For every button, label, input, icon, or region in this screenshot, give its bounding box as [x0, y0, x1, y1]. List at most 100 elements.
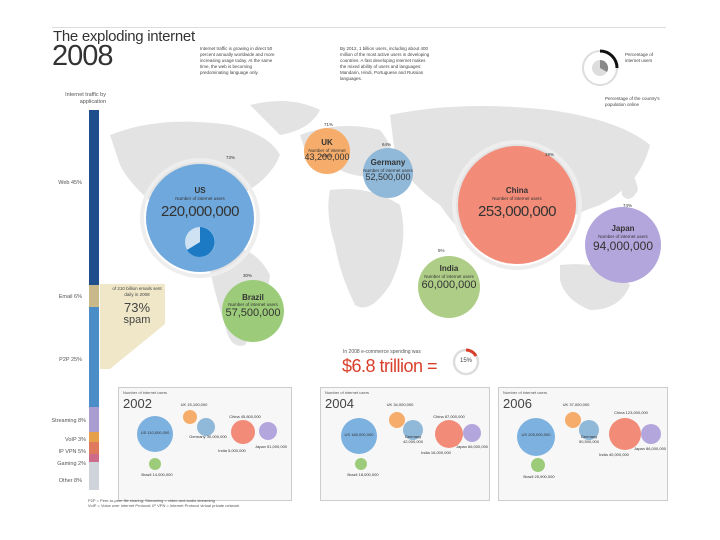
mini-label: India 16,000,000 — [421, 450, 451, 455]
mini-japan-2004 — [463, 424, 481, 442]
sidebar-label-streaming: Streaming 8% — [51, 418, 86, 424]
sidebar-label-email: Email 6% — [58, 294, 82, 300]
uk-sub: Number of internet users — [308, 148, 346, 158]
history-year: 2002 — [123, 396, 152, 411]
sidebar-label-p2p: P2P 25% — [59, 357, 82, 363]
germany-value: 52,500,000 — [365, 172, 411, 182]
japan-sub: Number of internet users — [598, 234, 648, 239]
segment-email — [89, 285, 99, 307]
sidebar-label-other: Other 8% — [58, 478, 82, 484]
uk-bubble — [304, 128, 350, 174]
sidebar-label-web: Web 45% — [58, 180, 82, 186]
legend-label-users: Percentage of internet users — [625, 52, 654, 63]
mini-uk-2006 — [565, 412, 581, 428]
sidebar-label-gaming: Gaming 2% — [57, 461, 86, 467]
mini-label: Brazil 18,000,000 — [347, 472, 379, 477]
page-title: The exploding internet — [53, 28, 195, 45]
japan-name: Japan — [611, 224, 635, 233]
page-year: 2008 — [52, 40, 114, 72]
germany-bubble — [363, 148, 413, 198]
mini-label: Japan 51,000,000 — [254, 444, 288, 449]
china-name: China — [505, 186, 529, 195]
india-value: 60,000,000 — [421, 279, 477, 291]
us-sub: Number of internet users — [175, 196, 225, 201]
mini-label: US 110,000,000 — [140, 430, 170, 435]
mini-germany-2004 — [403, 420, 423, 440]
mini-label: China 87,000,000 — [433, 414, 465, 419]
us-value: 220,000,000 — [161, 203, 239, 220]
history-panel-2004: Number of internet users 2004 US 185,000… — [320, 387, 490, 501]
japan-bubble — [585, 207, 661, 283]
segment-streaming — [89, 407, 99, 432]
history-cap: Number of internet users — [123, 390, 168, 395]
mini-label: Germany 42,000,000 — [402, 434, 424, 444]
footnote: P2P = Peer-to-peer file sharing; Streami… — [88, 498, 239, 508]
commerce-note: In 2008 e-commerce spending was — [343, 349, 421, 355]
mini-china-2004 — [435, 420, 463, 448]
germany-name: Germany — [370, 158, 406, 167]
traffic-stacked-bar — [89, 110, 99, 490]
mini-uk-2004 — [389, 412, 405, 428]
intro-blurb: Internet traffic is growing in direct 50… — [200, 46, 275, 75]
mini-germany-2006 — [579, 420, 599, 440]
uk-name: UK — [321, 138, 333, 147]
mini-japan-2002 — [259, 422, 277, 440]
segment-web — [89, 110, 99, 285]
legend-label-population: Percentage of the country's population o… — [605, 96, 660, 107]
sidebar-label-voip: VoIP 3% — [65, 437, 86, 443]
mini-brazil-2006 — [531, 458, 545, 472]
mini-label: China 123,000,000 — [614, 410, 648, 415]
mini-label: Germany 50,500,000 — [578, 434, 600, 444]
history-year: 2006 — [503, 396, 532, 411]
intro-blurb-2: By 2012, 1 billion users, including abou… — [340, 46, 430, 81]
mini-brazil-2004 — [355, 458, 367, 470]
sidebar-title: Internet traffic by application — [65, 92, 106, 105]
commerce-share: 15% — [459, 358, 472, 364]
history-year: 2004 — [325, 396, 354, 411]
mini-label: Brazil 14,000,000 — [141, 472, 173, 477]
sidebar-label-ipvpn: IP VPN 5% — [58, 449, 86, 455]
history-panel-2002: Number of internet users 2002 US 110,000… — [118, 387, 292, 501]
segment-voip — [89, 432, 99, 442]
commerce-ring-icon — [452, 348, 480, 376]
brazil-value: 57,500,000 — [225, 307, 281, 319]
spam-note: of 210 billion emails sent daily in 2008 — [112, 286, 162, 297]
germany-sub: Number of internet users — [363, 168, 413, 173]
mini-japan-2006 — [641, 424, 661, 444]
mini-label: Germany 30,000,000 — [189, 434, 227, 439]
mini-germany-2002 — [197, 418, 215, 436]
mini-label: Japan 86,000,000 — [633, 446, 667, 451]
segment-other — [89, 462, 99, 490]
mini-us-2006 — [517, 418, 555, 456]
segment-ipvpn — [89, 442, 99, 454]
mini-label: UK 34,000,000 — [386, 402, 414, 407]
uk-pct: 71% — [324, 122, 334, 127]
us-pct: 73% — [226, 155, 236, 160]
china-value: 253,000,000 — [478, 203, 556, 220]
mini-us-2004 — [341, 418, 377, 454]
mini-label: UK 37,000,000 — [562, 402, 590, 407]
history-cap: Number of internet users — [325, 390, 370, 395]
mini-us-2002 — [137, 416, 173, 452]
india-sub: Number of internet users — [424, 274, 474, 279]
india-pct: 5% — [438, 248, 445, 253]
brazil-sub: Number of internet users — [228, 302, 278, 307]
china-ring — [452, 140, 582, 270]
footnote-line: P2P = Peer-to-peer file sharing; Streami… — [88, 498, 215, 503]
spam-label: spam — [123, 314, 151, 326]
spam-wedge — [100, 284, 165, 369]
china-pct: 19% — [545, 152, 555, 157]
mini-label: Japan 66,000,000 — [455, 444, 489, 449]
commerce-value: $6.8 trillion = — [342, 356, 438, 376]
top-rule — [52, 27, 666, 28]
mini-label: UK 15,100,000 — [180, 402, 208, 407]
mini-label: China 45,800,000 — [229, 414, 261, 419]
history-panel-2006: Number of internet users 2006 US 205,000… — [498, 387, 668, 501]
footnote-line: VoIP = Voice over Internet Protocol; IP … — [88, 503, 240, 508]
segment-gaming — [89, 454, 99, 462]
mini-label: India 5,000,000 — [218, 448, 246, 453]
germany-pct: 64% — [382, 142, 392, 147]
japan-value: 94,000,000 — [592, 239, 654, 253]
mini-china-2002 — [231, 420, 255, 444]
mini-label: US 185,000,000 — [344, 432, 374, 437]
